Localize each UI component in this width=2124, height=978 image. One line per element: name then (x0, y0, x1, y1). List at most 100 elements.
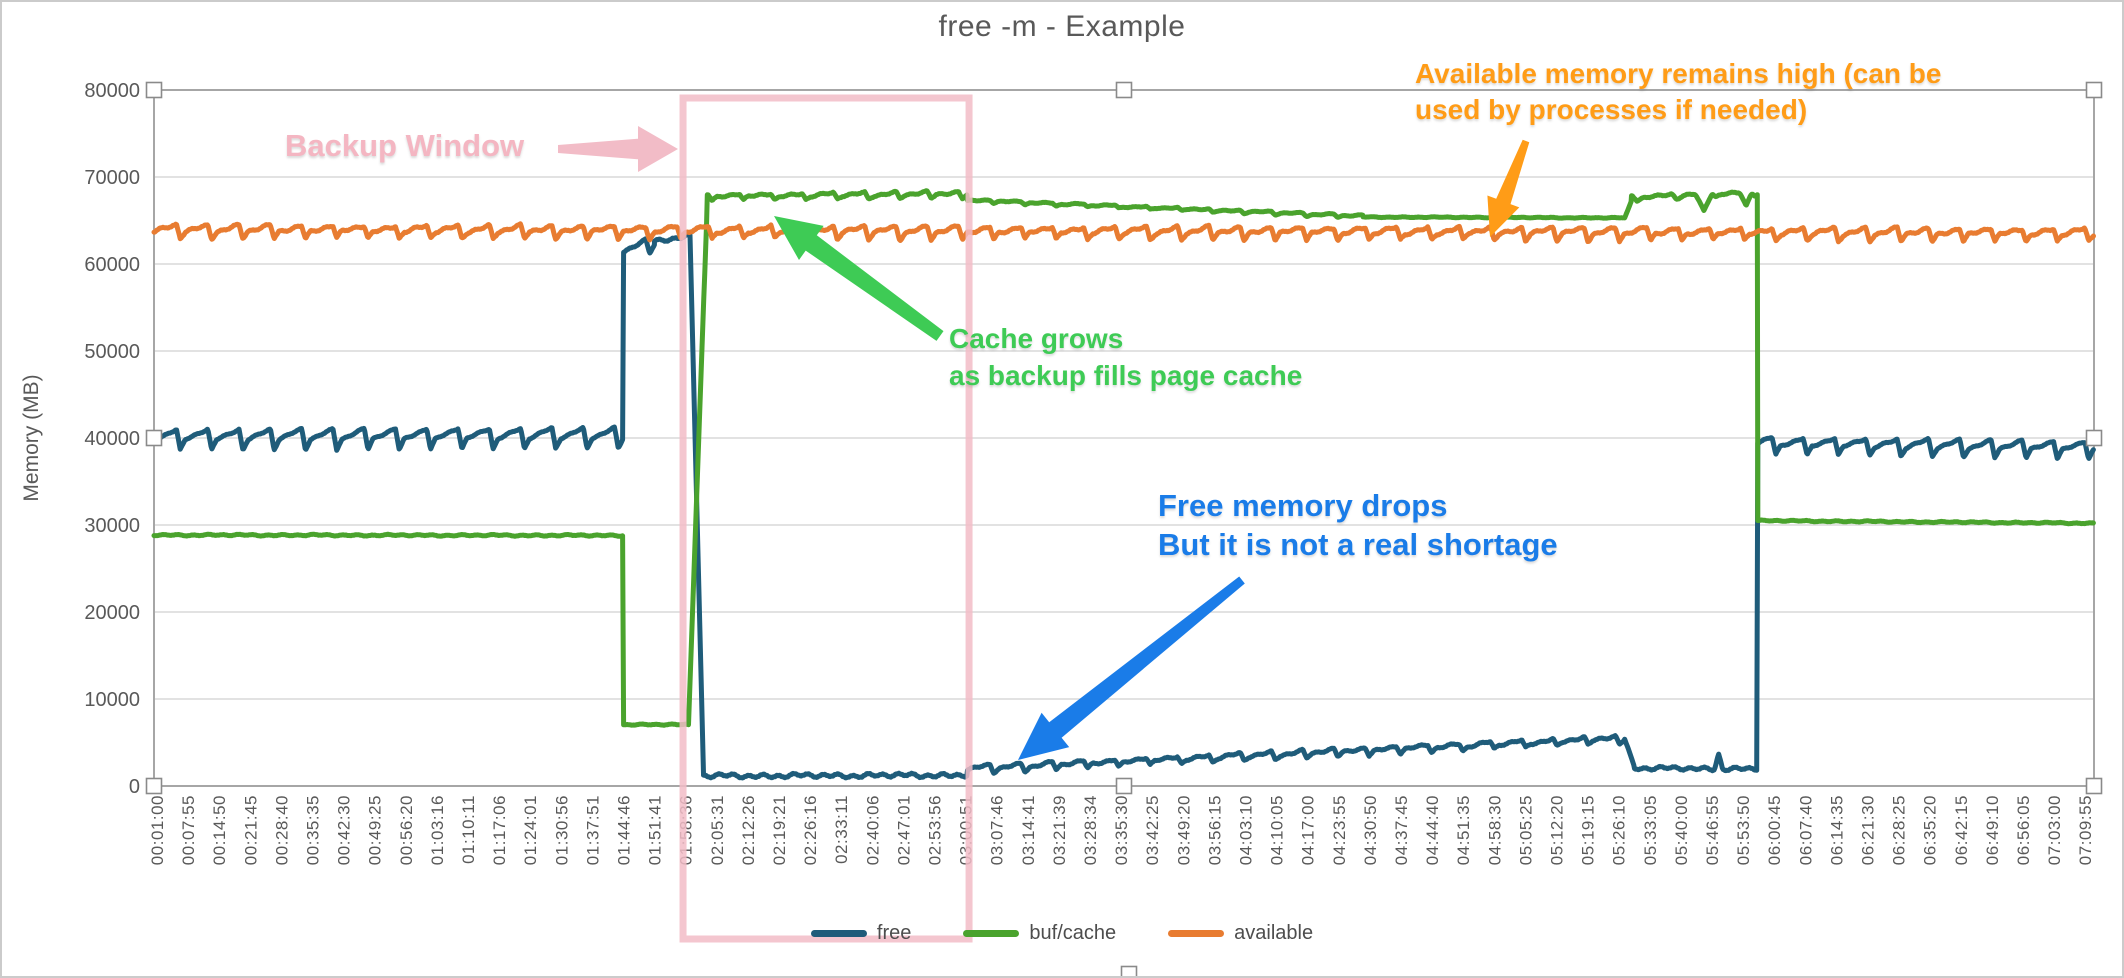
x-tick-label: 03:07:46 (988, 795, 1007, 865)
available-high-arrow[interactable] (1487, 139, 1530, 237)
x-tick-label: 07:09:55 (2076, 795, 2095, 865)
x-tick-label: 02:47:01 (894, 795, 913, 865)
x-tick-label: 06:07:40 (1796, 795, 1815, 865)
annotation-backup-window[interactable]: Backup Window (285, 128, 524, 164)
y-tick-label: 30000 (84, 515, 140, 537)
chart-title[interactable]: free -m - Example (938, 10, 1186, 43)
x-tick-label: 05:19:15 (1579, 795, 1598, 865)
selection-handle[interactable] (145, 429, 163, 447)
x-tick-label: 06:00:45 (1765, 795, 1784, 865)
x-tick-label: 05:46:55 (1703, 795, 1722, 865)
x-tick-label: 05:40:00 (1672, 795, 1691, 865)
x-tick-label: 06:35:20 (1921, 795, 1940, 865)
x-tick-label: 05:05:25 (1516, 795, 1535, 865)
y-tick-label: 70000 (84, 167, 140, 189)
annotation-cache-grows-line1: Cache grows (949, 323, 1124, 354)
series-available[interactable] (151, 221, 2096, 245)
x-tick-label: 04:58:30 (1485, 795, 1504, 865)
annotation-cache-grows-line2: as backup fills page cache (949, 360, 1303, 391)
x-tick-label: 01:51:41 (646, 795, 665, 865)
legend-item-available[interactable]: available (1168, 922, 1313, 945)
x-tick-label: 02:19:21 (770, 795, 789, 865)
backup-window-band[interactable] (679, 94, 973, 943)
selection-handle[interactable] (2085, 777, 2103, 795)
x-tick-label: 04:51:35 (1454, 795, 1473, 865)
x-tick-label: 01:30:56 (552, 795, 571, 865)
x-tick-label: 05:53:50 (1734, 795, 1753, 865)
y-tick-label: 40000 (84, 428, 140, 450)
x-tick-label: 03:49:20 (1174, 795, 1193, 865)
x-tick-label: 00:56:20 (397, 795, 416, 865)
y-tick-label: 0 (129, 776, 140, 798)
x-tick-label: 01:17:06 (490, 795, 509, 865)
x-tick-label: 05:33:05 (1641, 795, 1660, 865)
x-tick-label: 01:03:16 (428, 795, 447, 865)
legend: free buf/cache available (2, 922, 2122, 945)
backup-window-arrow[interactable] (558, 126, 678, 172)
x-tick-label: 01:37:51 (583, 795, 602, 865)
x-tick-label: 05:26:10 (1610, 795, 1629, 865)
x-tick-label: 06:56:05 (2014, 795, 2033, 865)
x-tick-label: 06:21:30 (1859, 795, 1878, 865)
x-tick-label: 04:23:55 (1330, 795, 1349, 865)
series-free[interactable] (151, 231, 2096, 781)
x-tick-label: 04:30:50 (1361, 795, 1380, 865)
selection-handle[interactable] (145, 777, 163, 795)
free-drops-arrow[interactable] (1018, 576, 1245, 761)
y-tick-label: 80000 (84, 80, 140, 102)
annotation-available-high[interactable]: Available memory remains high (can be us… (1415, 56, 1941, 128)
annotation-available-high-line2: used by processes if needed) (1415, 94, 1808, 125)
selection-handle[interactable] (1115, 777, 1133, 795)
x-tick-label: 05:12:20 (1548, 795, 1567, 865)
x-tick-label: 02:53:56 (926, 795, 945, 865)
x-tick-label: 07:03:00 (2045, 795, 2064, 865)
x-tick-label: 06:14:35 (1827, 795, 1846, 865)
x-tick-label: 03:42:25 (1143, 795, 1162, 865)
annotation-free-drops-line2: But it is not a real shortage (1158, 527, 1558, 562)
x-tick-label: 02:05:31 (708, 795, 727, 865)
selection-handle[interactable] (2085, 81, 2103, 99)
cache-grows-arrow[interactable] (774, 216, 944, 341)
series-buf-cache[interactable] (151, 188, 2096, 728)
x-tick-label: 00:35:35 (304, 795, 323, 865)
x-tick-label: 03:56:15 (1205, 795, 1224, 865)
selection-handle[interactable] (2085, 429, 2103, 447)
x-tick-label: 00:21:45 (241, 795, 260, 865)
y-tick-label: 60000 (84, 254, 140, 276)
x-tick-label: 02:33:11 (832, 795, 851, 864)
y-tick-label: 10000 (84, 689, 140, 711)
x-tick-label: 03:14:41 (1019, 795, 1038, 865)
x-tick-label: 02:12:26 (739, 795, 758, 865)
x-tick-label: 06:28:25 (1890, 795, 1909, 865)
annotation-free-drops[interactable]: Free memory drops But it is not a real s… (1158, 486, 1558, 564)
annotation-cache-grows[interactable]: Cache grows as backup fills page cache (949, 320, 1302, 394)
legend-item-free[interactable]: free (810, 922, 912, 945)
legend-swatch-buf-cache (963, 930, 1020, 937)
x-tick-label: 00:14:50 (210, 795, 229, 865)
x-tick-label: 06:49:10 (1983, 795, 2002, 865)
x-tick-label: 00:07:55 (179, 795, 198, 865)
x-tick-label: 04:17:00 (1299, 795, 1318, 865)
x-tick-label: 03:28:34 (1081, 795, 1100, 865)
y-tick-label: 50000 (84, 341, 140, 363)
selection-handle[interactable] (1120, 965, 1138, 978)
x-tick-label: 00:42:30 (335, 795, 354, 865)
legend-label: buf/cache (1029, 922, 1117, 944)
x-tick-label: 06:42:15 (1952, 795, 1971, 865)
selection-handle[interactable] (1115, 81, 1133, 99)
legend-label: available (1234, 922, 1314, 944)
x-tick-label: 00:28:40 (272, 795, 291, 865)
annotation-free-drops-line1: Free memory drops (1158, 488, 1448, 523)
legend-label: free (876, 922, 912, 944)
legend-item-buf-cache[interactable]: buf/cache (963, 922, 1116, 945)
y-tick-label: 20000 (84, 602, 140, 624)
x-tick-label: 02:40:06 (863, 795, 882, 865)
selection-handle[interactable] (145, 81, 163, 99)
x-tick-label: 03:35:30 (1112, 795, 1131, 865)
x-tick-label: 00:01:00 (148, 795, 167, 865)
x-tick-label: 03:21:39 (1050, 795, 1069, 865)
x-tick-label: 04:37:45 (1392, 795, 1411, 865)
x-tick-label: 01:24:01 (521, 795, 540, 865)
annotation-available-high-line1: Available memory remains high (can be (1415, 58, 1942, 89)
